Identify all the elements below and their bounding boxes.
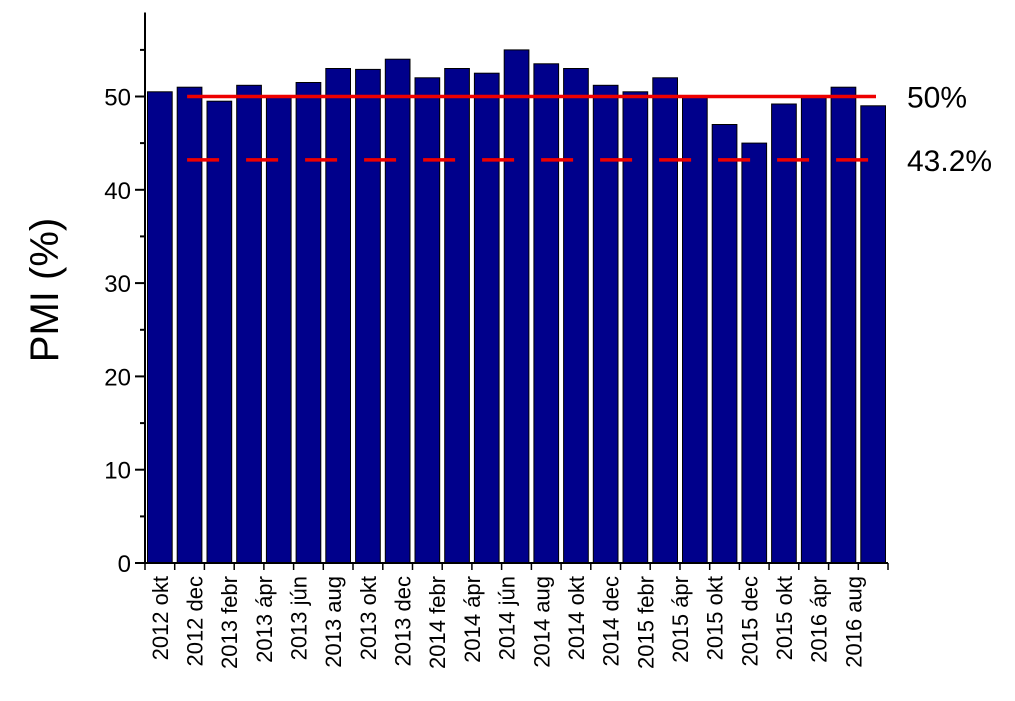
x-tick-label: 2015 febr <box>633 576 658 669</box>
x-tick-label: 2014 ápr <box>460 576 485 663</box>
bar <box>592 84 619 564</box>
x-tick-label: 2015 okt <box>703 576 728 660</box>
x-tick-label: 2016 ápr <box>807 576 832 663</box>
x-tick-label: 2013 dec <box>391 576 416 667</box>
bar <box>830 86 857 564</box>
y-tick-label: 20 <box>104 364 131 391</box>
y-tick-label: 50 <box>104 85 131 112</box>
x-tick-label: 2014 okt <box>564 576 589 660</box>
bar <box>176 86 203 564</box>
bar <box>444 68 470 564</box>
reference-lines: 50% 43.2% <box>187 82 992 178</box>
reference-line-label: 50% <box>907 82 967 115</box>
bar <box>295 82 322 564</box>
x-tick-label: 2016 aug <box>841 576 866 668</box>
bar <box>622 91 649 564</box>
bar <box>414 77 441 564</box>
x-tick-label: 2015 okt <box>772 576 797 660</box>
y-tick-label: 0 <box>118 551 131 578</box>
bar <box>384 58 411 564</box>
bar <box>711 124 738 564</box>
bar <box>652 77 678 564</box>
x-tick-label: 2014 aug <box>529 576 554 668</box>
x-tick-label: 2015 ápr <box>668 576 693 663</box>
bar <box>860 105 886 564</box>
x-tick-label: 2013 jún <box>287 576 312 660</box>
y-tick-label: 40 <box>104 178 131 205</box>
bar <box>206 100 233 564</box>
bar <box>265 96 292 564</box>
bar <box>800 96 827 564</box>
x-tick-label: 2014 febr <box>425 576 450 669</box>
bar <box>325 68 351 564</box>
x-tick-label: 2014 dec <box>599 576 624 667</box>
bar <box>473 72 500 564</box>
x-tick-label: 2014 jún <box>495 576 520 660</box>
y-axis-title: PMI (%) <box>23 218 67 362</box>
y-tick-label: 30 <box>104 271 131 298</box>
x-tick-label: 2013 febr <box>217 576 242 669</box>
bar <box>355 68 381 564</box>
x-tick-label: 2013 okt <box>356 576 381 660</box>
x-tick-label: 2013 ápr <box>252 576 277 663</box>
bar <box>236 84 262 564</box>
bar <box>147 91 173 564</box>
x-tick-label: 2012 okt <box>148 576 173 660</box>
bar <box>771 103 797 564</box>
bar <box>563 68 589 564</box>
x-ticks: 2012 okt 2012 dec 2013 febr 2013 ápr 2013 jú… <box>144 563 889 669</box>
y-tick-label: 10 <box>104 458 131 485</box>
bar <box>682 95 708 564</box>
y-ticks: 0 10 20 30 40 50 <box>104 48 145 578</box>
axes <box>144 12 888 564</box>
x-tick-label: 2012 dec <box>183 576 208 667</box>
x-tick-label: 2015 dec <box>737 576 762 667</box>
reference-line-label: 43.2% <box>907 145 992 178</box>
bar <box>503 49 530 564</box>
x-tick-label: 2013 aug <box>321 576 346 668</box>
bar <box>533 63 560 564</box>
bar <box>741 142 768 564</box>
bars-group <box>147 49 886 564</box>
